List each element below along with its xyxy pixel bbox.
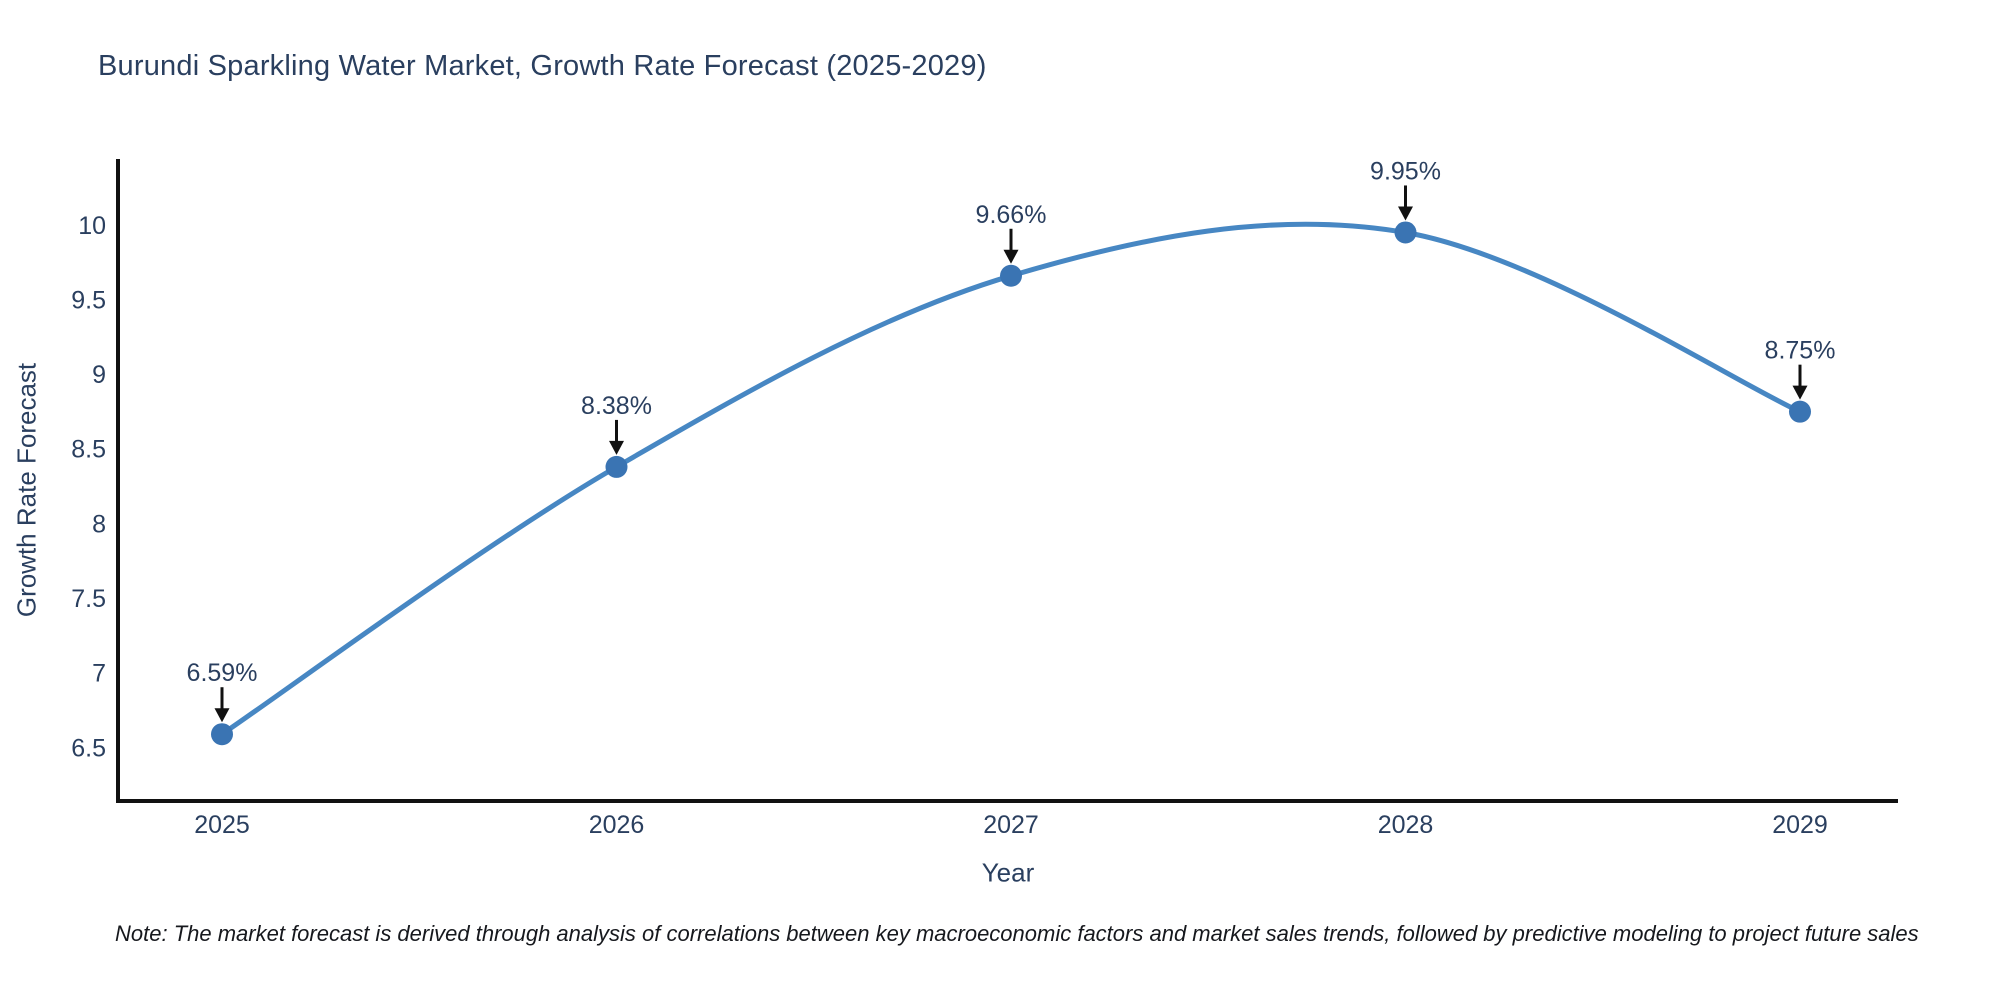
- annotation-label: 8.38%: [581, 392, 652, 420]
- data-point-marker[interactable]: [211, 723, 233, 746]
- y-tick-label: 9: [92, 361, 106, 389]
- x-tick-label: 2025: [194, 811, 250, 839]
- footnote: Note: The market forecast is derived thr…: [115, 921, 1919, 946]
- annotation-arrowhead-icon: [214, 708, 230, 723]
- annotation-label: 6.59%: [187, 659, 258, 687]
- data-point-marker[interactable]: [605, 455, 628, 478]
- y-tick-label: 8: [92, 510, 106, 538]
- x-tick-label: 2026: [589, 811, 645, 839]
- y-tick-label: 8.5: [71, 436, 106, 464]
- annotation-arrowhead-icon: [1792, 385, 1808, 400]
- x-tick-label: 2029: [1772, 811, 1828, 839]
- annotation-label: 9.95%: [1370, 157, 1441, 185]
- y-tick-label: 9.5: [71, 286, 106, 314]
- x-tick-label: 2028: [1378, 811, 1434, 839]
- data-point-marker[interactable]: [1000, 264, 1022, 287]
- annotation-arrowhead-icon: [609, 440, 624, 455]
- annotation-arrowhead-icon: [1398, 206, 1413, 221]
- y-tick-label: 10: [78, 212, 106, 240]
- x-tick-label: 2027: [983, 811, 1039, 839]
- y-tick-label: 6.5: [71, 734, 106, 762]
- annotation-label: 9.66%: [976, 201, 1047, 229]
- chart-title: Burundi Sparkling Water Market, Growth R…: [98, 50, 987, 82]
- trend-line: [219, 221, 1803, 737]
- annotation-label: 8.75%: [1765, 337, 1836, 365]
- y-tick-label: 7: [92, 660, 106, 688]
- annotation-arrowhead-icon: [1003, 249, 1019, 264]
- x-axis-title: Year: [981, 857, 1035, 888]
- axis-lines: [116, 159, 1898, 803]
- data-point-marker[interactable]: [1394, 221, 1417, 244]
- y-tick-label: 7.5: [71, 585, 106, 613]
- data-point-marker[interactable]: [1789, 400, 1811, 423]
